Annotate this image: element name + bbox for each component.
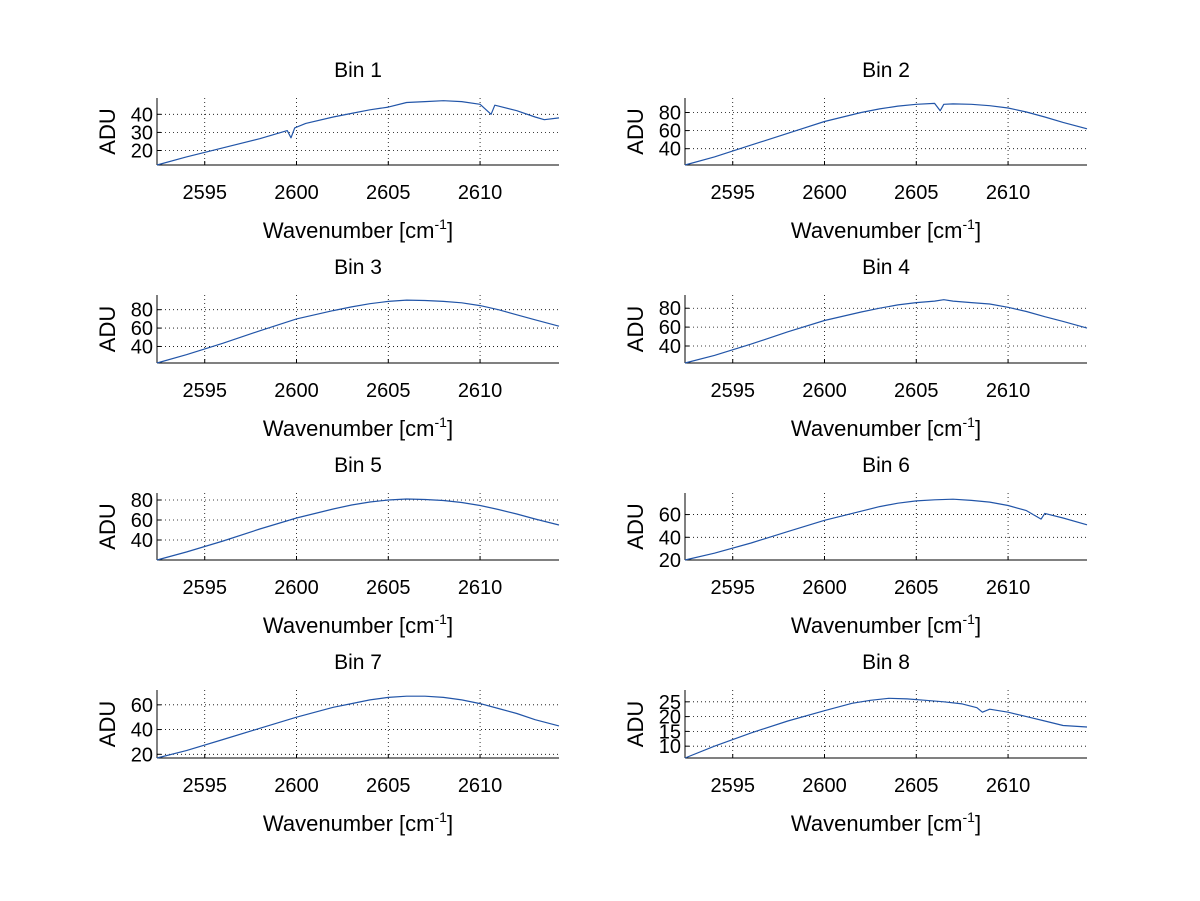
y-tick-label: 30	[131, 122, 153, 144]
subplot-title: Bin 3	[334, 256, 382, 279]
subplot-title: Bin 7	[334, 651, 382, 674]
x-axis-label: Wavenumber [cm-1]	[263, 611, 453, 638]
y-axis-label: ADU	[623, 108, 648, 154]
x-tick-label: 2610	[986, 182, 1031, 204]
y-tick-label: 40	[659, 527, 681, 549]
x-axis-label: Wavenumber [cm-1]	[791, 611, 981, 638]
x-tick-label: 2600	[274, 775, 319, 797]
y-tick-label: 60	[131, 318, 153, 340]
subplot-title: Bin 6	[862, 454, 910, 477]
y-tick-label: 40	[659, 139, 681, 161]
y-tick-label: 60	[659, 505, 681, 527]
y-tick-label: 20	[659, 550, 681, 572]
x-tick-label: 2605	[894, 775, 939, 797]
y-tick-label: 80	[659, 298, 681, 320]
x-tick-label: 2600	[274, 182, 319, 204]
y-tick-label: 60	[131, 695, 153, 717]
x-tick-label: 2600	[274, 380, 319, 402]
series-line	[684, 697, 1088, 759]
series-line	[684, 102, 1088, 166]
y-tick-label: 60	[659, 317, 681, 339]
x-axis-label: Wavenumber [cm-1]	[791, 809, 981, 836]
y-axis-label: ADU	[95, 701, 120, 747]
x-tick-label: 2595	[182, 775, 227, 797]
y-axis-label: ADU	[623, 701, 648, 747]
y-axis-label: ADU	[623, 306, 648, 352]
y-tick-label: 15	[659, 721, 681, 743]
x-axis-label: Wavenumber [cm-1]	[263, 216, 453, 243]
series-line	[156, 695, 560, 759]
y-tick-label: 40	[131, 336, 153, 358]
x-tick-label: 2610	[986, 775, 1031, 797]
series-line	[156, 100, 560, 166]
x-tick-label: 2595	[710, 775, 755, 797]
x-axis-label: Wavenumber [cm-1]	[263, 414, 453, 441]
x-tick-label: 2605	[366, 577, 411, 599]
series-line	[156, 498, 560, 561]
x-tick-label: 2595	[182, 182, 227, 204]
x-tick-label: 2595	[710, 577, 755, 599]
y-tick-label: 80	[131, 490, 153, 512]
x-tick-label: 2595	[710, 182, 755, 204]
y-axis-label: ADU	[95, 503, 120, 549]
x-tick-label: 2605	[894, 380, 939, 402]
x-tick-label: 2600	[274, 577, 319, 599]
y-tick-label: 20	[659, 707, 681, 729]
x-tick-label: 2610	[458, 380, 503, 402]
x-tick-label: 2600	[802, 380, 847, 402]
x-tick-label: 2600	[802, 775, 847, 797]
x-tick-label: 2600	[802, 577, 847, 599]
y-tick-label: 80	[659, 102, 681, 124]
y-tick-label: 40	[659, 336, 681, 358]
y-tick-label: 60	[659, 121, 681, 143]
x-tick-label: 2610	[458, 775, 503, 797]
x-tick-label: 2605	[894, 182, 939, 204]
x-tick-label: 2610	[458, 577, 503, 599]
series-line	[684, 299, 1088, 364]
x-tick-label: 2600	[802, 182, 847, 204]
subplot-title: Bin 1	[334, 59, 382, 82]
x-tick-label: 2610	[458, 182, 503, 204]
series-line	[684, 498, 1088, 561]
subplot-title: Bin 2	[862, 59, 910, 82]
x-tick-label: 2605	[894, 577, 939, 599]
x-tick-label: 2595	[710, 380, 755, 402]
series-line	[156, 299, 560, 364]
y-tick-label: 80	[131, 300, 153, 322]
x-tick-label: 2595	[182, 577, 227, 599]
x-axis-label: Wavenumber [cm-1]	[791, 414, 981, 441]
y-tick-label: 10	[659, 736, 681, 758]
x-axis-label: Wavenumber [cm-1]	[263, 809, 453, 836]
y-tick-label: 40	[131, 720, 153, 742]
subplot-title: Bin 4	[862, 256, 910, 279]
x-tick-label: 2605	[366, 775, 411, 797]
y-tick-label: 40	[131, 530, 153, 552]
x-tick-label: 2605	[366, 182, 411, 204]
subplot-title: Bin 5	[334, 454, 382, 477]
y-tick-label: 60	[131, 510, 153, 532]
y-axis-label: ADU	[623, 503, 648, 549]
y-tick-label: 40	[131, 104, 153, 126]
y-axis-label: ADU	[95, 108, 120, 154]
y-axis-label: ADU	[95, 306, 120, 352]
y-tick-label: 25	[659, 692, 681, 714]
x-tick-label: 2605	[366, 380, 411, 402]
x-axis-label: Wavenumber [cm-1]	[791, 216, 981, 243]
x-tick-label: 2595	[182, 380, 227, 402]
x-tick-label: 2610	[986, 577, 1031, 599]
y-tick-label: 20	[131, 744, 153, 766]
x-tick-label: 2610	[986, 380, 1031, 402]
y-tick-label: 20	[131, 141, 153, 163]
subplot-title: Bin 8	[862, 651, 910, 674]
